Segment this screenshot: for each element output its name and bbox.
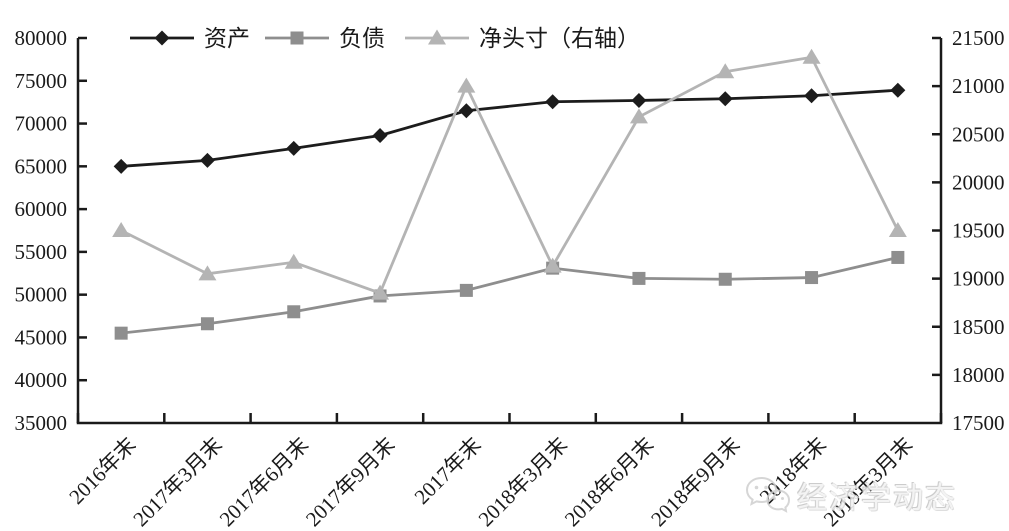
x-axis-category-label: 2019年3月末 [819, 433, 918, 531]
square-marker [805, 271, 819, 285]
right-axis-tick-label: 19500 [952, 219, 1005, 243]
right-axis-tick-label: 21500 [952, 26, 1005, 50]
triangle-marker [543, 257, 562, 273]
x-axis-category-label: 2017年3月末 [128, 433, 227, 531]
left-axis: 80000 75000 70000 65000 60000 55000 50000 45000… [15, 26, 87, 435]
triangle-marker [112, 222, 131, 237]
square-marker [287, 305, 301, 319]
left-axis-tick-label: 65000 [15, 154, 68, 178]
legend: 资产 负债 净头寸（右轴） [130, 26, 640, 51]
triangle-marker [457, 77, 476, 93]
left-axis-tick-label: 60000 [15, 197, 68, 221]
x-axis-category-label: 2017年9月末 [301, 433, 400, 531]
legend-item-liabilities: 负债 [265, 26, 385, 51]
square-marker [891, 250, 905, 264]
right-axis-tick-label: 20000 [952, 170, 1005, 194]
right-axis-tick-label: 18500 [952, 315, 1005, 339]
legend-label-assets: 资产 [204, 26, 250, 51]
legend-label-net-position: 净头寸（右轴） [479, 26, 640, 51]
left-axis-tick-label: 40000 [15, 368, 68, 392]
triangle-marker [629, 108, 648, 124]
x-axis-category-label: 2018年3月末 [474, 433, 573, 531]
triangle-marker [428, 29, 446, 45]
legend-item-net-position: 净头寸（右轴） [405, 26, 640, 51]
triangle-marker [716, 63, 735, 79]
right-axis-tick-label: 19000 [952, 267, 1005, 291]
square-marker [718, 272, 732, 286]
left-axis-tick-label: 70000 [15, 112, 68, 136]
left-axis-tick-label: 80000 [15, 26, 68, 50]
x-axis-category-label: 2018年6月末 [560, 433, 659, 531]
series-line-liabilities [120, 256, 899, 335]
square-marker [114, 326, 128, 340]
series-line-assets [121, 88, 898, 168]
diamond-marker [372, 128, 388, 144]
x-axis-category-label: 2018年末 [755, 433, 831, 509]
diamond-marker [199, 152, 215, 168]
x-axis-category-label: 2017年6月末 [215, 433, 314, 531]
series-net-position [112, 48, 907, 300]
diamond-marker [458, 103, 474, 119]
diamond-marker [890, 82, 906, 98]
square-marker [632, 271, 646, 285]
triangle-marker [888, 222, 907, 237]
diamond-marker [545, 94, 561, 110]
right-axis-tick-label: 21000 [952, 74, 1005, 98]
triangle-marker [371, 284, 390, 300]
diamond-marker [113, 158, 129, 174]
x-axis-category-label: 2017年末 [410, 433, 486, 509]
diamond-marker [286, 140, 302, 156]
triangle-marker [198, 265, 217, 281]
left-axis-tick-label: 45000 [15, 325, 68, 349]
square-marker [290, 31, 304, 45]
square-marker [200, 317, 214, 331]
square-marker [459, 283, 473, 297]
diamond-marker [717, 91, 733, 107]
legend-item-assets: 资产 [130, 26, 250, 51]
x-axis-category-label: 2016年末 [64, 433, 140, 509]
series-line-net-position [120, 55, 900, 295]
diamond-marker [631, 92, 647, 108]
left-axis-tick-label: 35000 [15, 411, 68, 435]
series-assets [113, 82, 906, 174]
right-axis-tick-label: 17500 [952, 411, 1005, 435]
right-axis-tick-label: 18000 [952, 363, 1005, 387]
x-axis-category-label: 2018年9月末 [646, 433, 745, 531]
left-axis-tick-label: 50000 [15, 283, 68, 307]
right-axis: 21500 21000 20500 20000 19500 19000 18500 18000… [932, 26, 1005, 435]
triangle-marker [284, 253, 303, 269]
series-liabilities [114, 250, 905, 340]
diamond-marker [804, 88, 820, 104]
right-axis-tick-label: 20500 [952, 122, 1005, 146]
diamond-marker [154, 30, 170, 46]
left-axis-tick-label: 75000 [15, 69, 68, 93]
triangle-marker [802, 48, 821, 64]
left-axis-tick-label: 55000 [15, 240, 68, 264]
legend-label-liabilities: 负债 [339, 26, 385, 51]
